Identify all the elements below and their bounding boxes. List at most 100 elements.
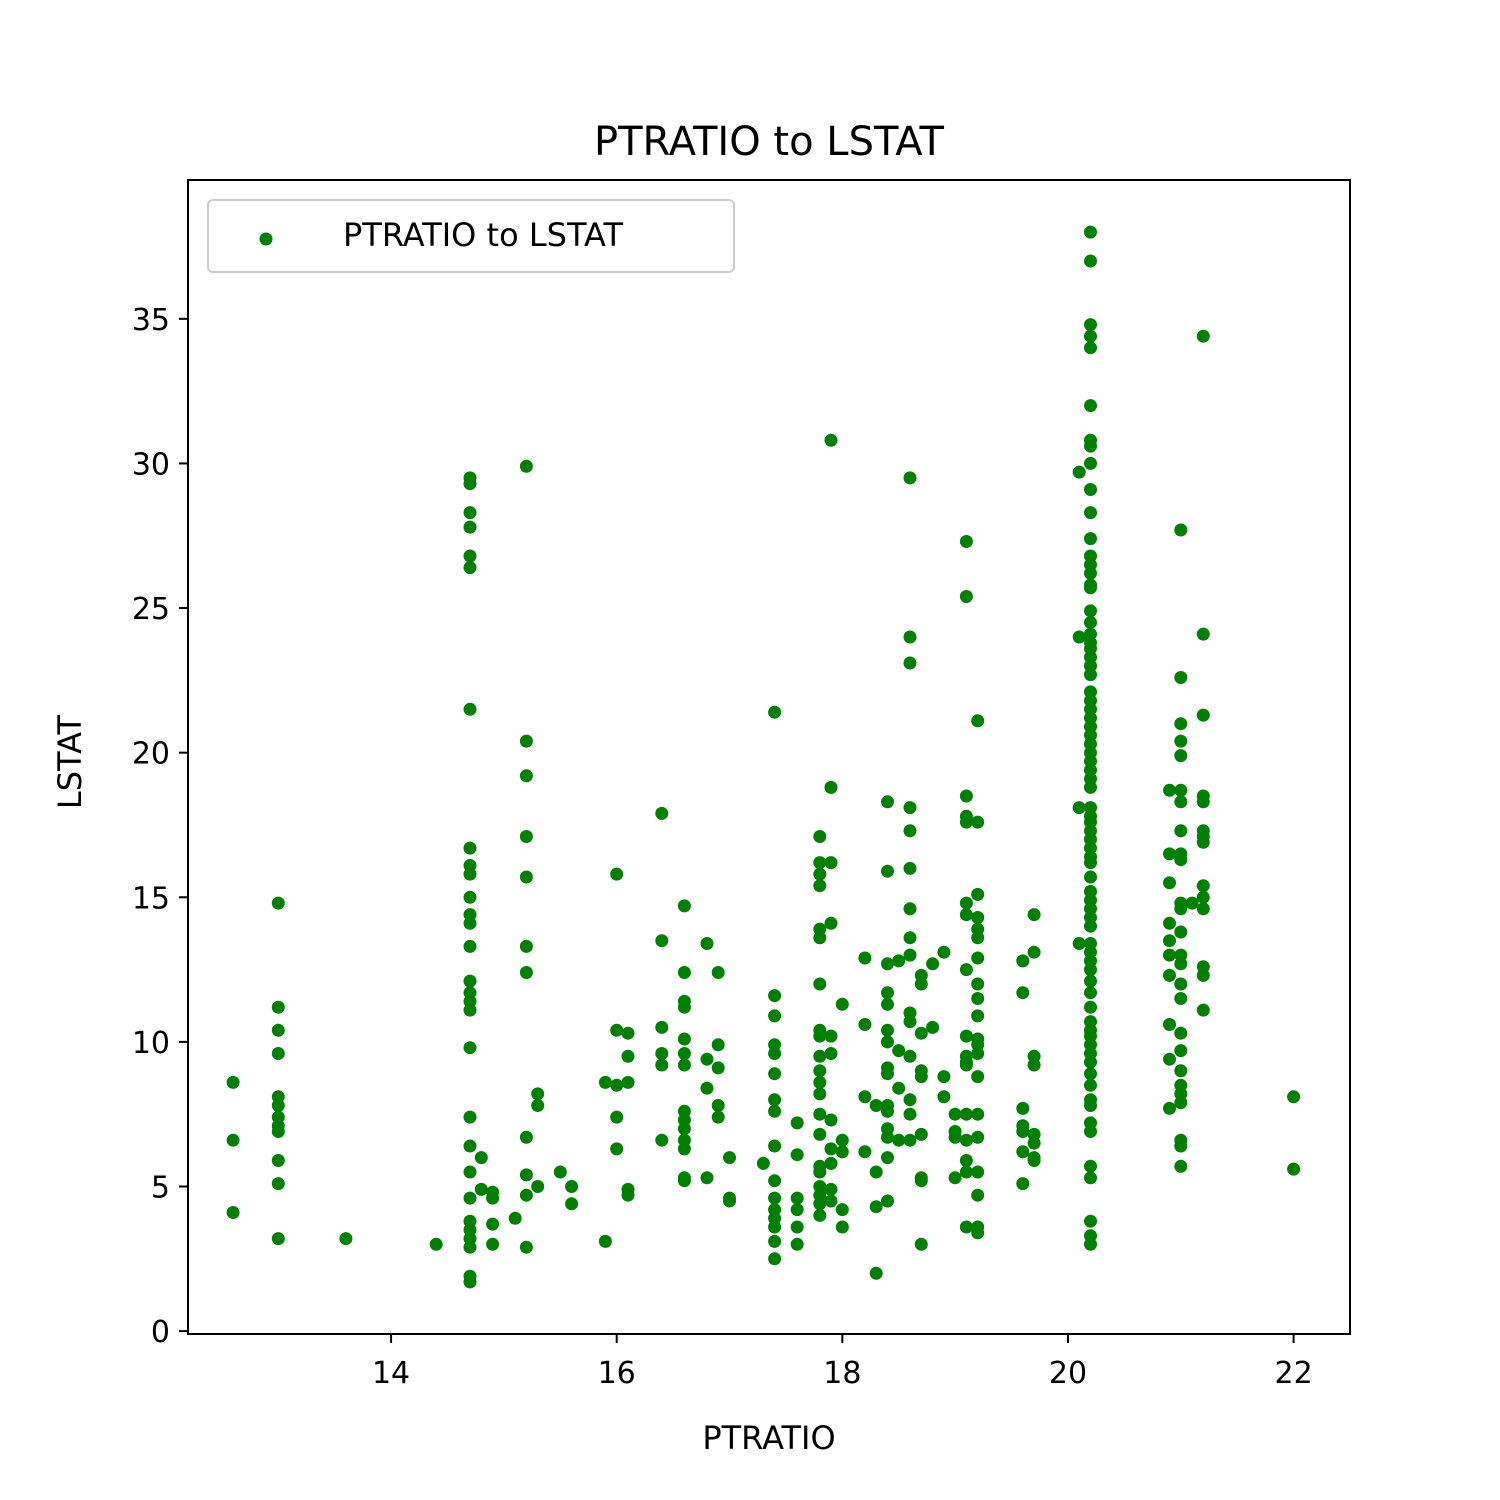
data-point <box>1084 919 1097 933</box>
data-point <box>711 1099 725 1112</box>
data-point <box>914 1127 928 1141</box>
data-point <box>271 1023 285 1037</box>
data-point <box>1196 902 1210 916</box>
x-axis: 14 16 18 20 22 <box>372 1334 1313 1391</box>
data-point <box>903 1133 917 1147</box>
data-point <box>1196 879 1210 893</box>
data-point <box>271 896 285 910</box>
data-point <box>971 1070 985 1084</box>
data-point <box>790 1220 804 1234</box>
legend-marker <box>259 232 273 246</box>
data-point <box>1016 1101 1030 1115</box>
data-point <box>271 1154 285 1167</box>
data-point <box>813 931 827 945</box>
data-point <box>892 1044 906 1058</box>
data-point <box>463 841 477 855</box>
data-point <box>463 974 477 988</box>
data-point <box>610 1023 624 1037</box>
data-point <box>226 1075 240 1089</box>
data-point <box>1174 902 1188 916</box>
data-point <box>677 1058 691 1072</box>
y-tick-label: 0 <box>151 1315 170 1350</box>
data-point <box>463 890 477 904</box>
data-point <box>486 1191 500 1205</box>
data-point <box>835 997 849 1011</box>
data-point <box>971 887 985 901</box>
data-point <box>677 1047 691 1060</box>
data-point <box>1084 566 1097 580</box>
data-point <box>835 1133 849 1147</box>
data-point <box>971 1188 985 1202</box>
data-point <box>926 957 940 971</box>
data-point <box>1084 456 1097 470</box>
data-point <box>508 1211 522 1225</box>
data-point <box>869 1200 883 1214</box>
data-point <box>1072 937 1086 950</box>
data-point <box>1084 1159 1097 1173</box>
x-tick-label: 18 <box>823 1356 861 1391</box>
data-point <box>937 945 951 959</box>
data-point <box>1016 986 1030 1000</box>
data-point <box>903 948 917 962</box>
data-point <box>881 1151 894 1165</box>
x-axis-title: PTRATIO <box>702 1419 835 1457</box>
data-point <box>790 1237 804 1251</box>
data-point <box>677 1032 691 1046</box>
data-point <box>519 459 533 473</box>
data-point <box>1027 1154 1041 1167</box>
data-point <box>881 1067 894 1081</box>
data-point <box>959 1154 973 1167</box>
data-point <box>463 1003 477 1017</box>
data-point <box>768 705 782 719</box>
data-point <box>1016 1145 1030 1159</box>
data-point <box>1027 1136 1041 1150</box>
data-point <box>824 1029 838 1043</box>
x-tick-label: 22 <box>1274 1356 1312 1391</box>
data-point <box>1084 1214 1097 1228</box>
data-point <box>959 896 973 910</box>
data-point <box>869 1165 883 1179</box>
data-point <box>903 902 917 916</box>
data-point <box>1084 1237 1097 1251</box>
data-point <box>655 1058 669 1072</box>
data-point <box>486 1217 500 1231</box>
data-point <box>858 1018 872 1031</box>
data-point <box>271 1047 285 1060</box>
data-point <box>971 911 985 924</box>
data-point <box>1196 329 1210 343</box>
data-point <box>226 1206 240 1219</box>
data-point <box>903 471 917 485</box>
chart-title: PTRATIO to LSTAT <box>594 119 945 165</box>
data-point <box>1084 399 1097 413</box>
y-axis-title: LSTAT <box>51 714 89 809</box>
data-point <box>1084 225 1097 239</box>
data-point <box>1163 1018 1176 1031</box>
data-point <box>1174 523 1188 537</box>
data-point <box>1072 801 1086 815</box>
data-point <box>903 656 917 670</box>
data-point <box>1174 717 1188 731</box>
data-point <box>959 1107 973 1121</box>
data-point <box>519 1188 533 1202</box>
data-point <box>655 934 669 948</box>
legend-box <box>207 199 735 273</box>
data-point <box>677 1174 691 1188</box>
data-point <box>971 1047 985 1060</box>
data-point <box>858 951 872 965</box>
data-point <box>519 870 533 884</box>
data-point <box>519 1130 533 1144</box>
data-point <box>610 867 624 881</box>
data-point <box>881 997 894 1011</box>
data-point <box>948 1171 962 1185</box>
data-point <box>1174 1096 1188 1110</box>
y-tick-label: 35 <box>132 303 170 338</box>
data-point <box>1196 708 1210 722</box>
data-point <box>1084 1067 1097 1081</box>
data-point <box>519 966 533 979</box>
data-point <box>1084 341 1097 355</box>
legend-label: PTRATIO to LSTAT <box>343 216 623 254</box>
data-point <box>1084 604 1097 618</box>
data-point <box>971 1226 985 1240</box>
data-point <box>463 1240 477 1254</box>
